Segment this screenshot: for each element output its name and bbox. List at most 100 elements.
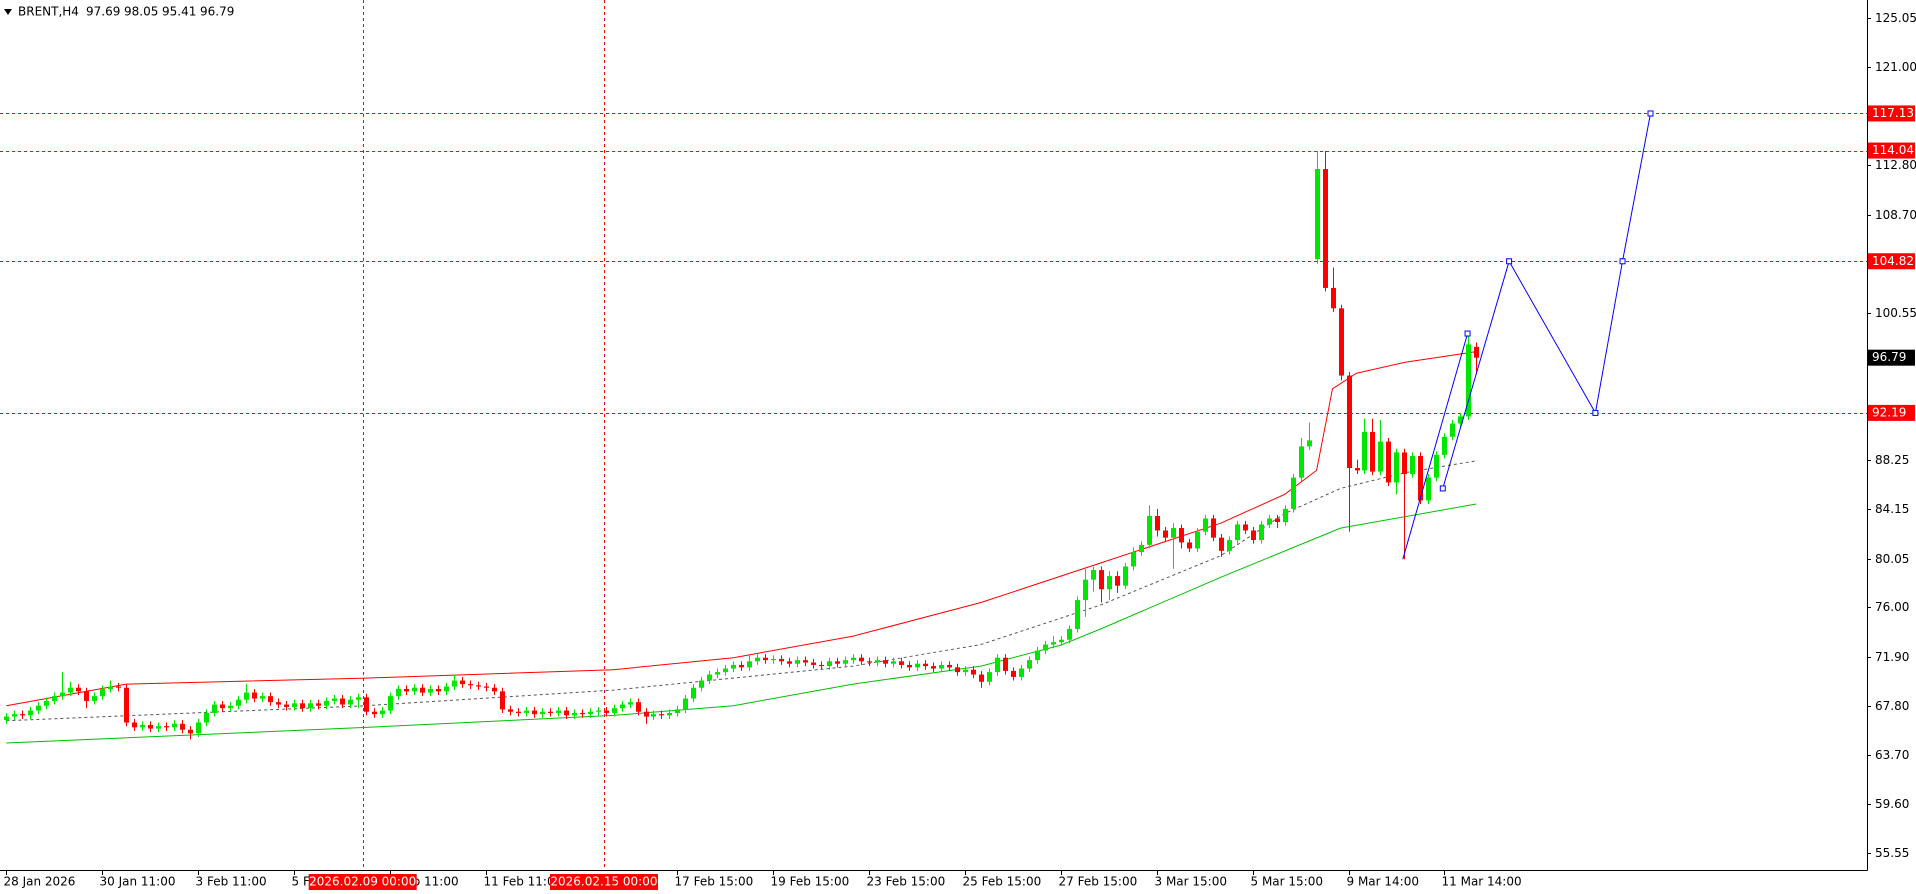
candle-body [939,664,944,669]
candle-body [1011,670,1016,677]
low-value: 95.41 [162,5,196,19]
level-label: 114.04 [1872,143,1914,157]
candle-body [268,696,273,703]
close-value: 96.79 [200,5,234,19]
candle-body [644,711,649,717]
candle-body [588,711,593,715]
candle-body [1243,524,1248,531]
candle-body [4,716,9,721]
candle-body [1291,477,1296,509]
candle-body [1027,660,1032,669]
candle-body [132,722,137,728]
candle-body [372,711,377,715]
candle-body [1019,668,1024,677]
high-value: 98.05 [124,5,158,19]
y-tick-label: 63.70 [1875,748,1909,762]
candle-body [156,726,161,729]
x-tick-label: 3 Mar 15:00 [1155,875,1228,889]
candle-body [1259,524,1264,541]
candle-body [276,702,281,705]
candle-body [148,724,153,729]
candle-body [923,663,928,667]
level-label-box [1868,253,1915,270]
candle-body [1474,346,1479,358]
candle-body [891,661,896,664]
x-tick-label: 11 Mar 14:00 [1442,875,1522,889]
candle-body [1203,518,1208,532]
header: BRENT,H4 97.69 98.05 95.41 96.79 [4,5,234,19]
candle-body [1426,477,1431,501]
candle-body [1131,552,1136,567]
candle-body [1171,528,1176,538]
candle-body [1147,516,1152,545]
candle-body [779,658,784,662]
candle-body [1442,436,1447,455]
candle-body [52,696,57,701]
y-tick-label: 55.55 [1875,846,1909,860]
candle-body [508,709,513,712]
candle-body [444,686,449,692]
candle-body [1466,344,1471,417]
candle-body [851,657,856,661]
y-tick-label: 88.25 [1875,453,1909,467]
candle-body [1107,576,1112,590]
candle-body [947,664,952,668]
y-tick-label: 59.60 [1875,797,1909,811]
candle-body [1450,423,1455,437]
candle-body [931,666,936,669]
candle-body [675,709,680,713]
candle-body [1035,650,1040,661]
vertical-line-label-box [308,874,417,890]
candle-body [1099,570,1104,590]
candle-body [1115,576,1120,586]
candle-body [955,667,960,673]
candle-body [659,714,664,716]
candle-body [1347,375,1352,469]
x-tick-label: 25 Feb 15:00 [963,875,1042,889]
candle-body [116,686,121,688]
candle-body [92,696,97,701]
candle-body [396,688,401,697]
symbol: BRENT,H4 [18,5,79,19]
candle-body [683,698,688,710]
candle-body [1307,440,1312,447]
candle-body [1163,530,1168,538]
candle-body [356,697,361,700]
candle-body [1059,639,1064,643]
candle-body [811,662,816,665]
candle-body [907,664,912,668]
candle-body [731,664,736,669]
candle-body [220,704,225,709]
candle-body [1323,169,1328,288]
candle-body [260,696,265,699]
candle-body [1283,508,1288,523]
indicator-line [6,503,1477,744]
candle-body [316,703,321,706]
candle-body [436,688,441,692]
candle-body [76,687,81,692]
candle-body [36,705,41,711]
candle-body [580,712,585,715]
candle-body [1434,454,1439,478]
candle-body [795,660,800,664]
candle-body [1370,431,1375,472]
candle-body [827,661,832,667]
candle-body [12,714,17,717]
candle-body [1402,452,1407,475]
candle-body [875,660,880,663]
candle-body [188,729,193,734]
drawing-point [1619,258,1626,265]
vertical-line-label: 2026.02.15 00:00 [550,875,657,889]
candle-body [380,710,385,715]
candle-body [1091,570,1096,580]
y-tick-label: 100.55 [1875,306,1916,320]
candle-body [636,702,641,712]
candle-body [484,686,489,688]
candle-body [212,704,217,713]
candle-body [1083,579,1088,601]
y-tick-label: 71.90 [1875,650,1909,664]
y-tick-label: 67.80 [1875,699,1909,713]
x-tick-label: 19 Feb 15:00 [771,875,850,889]
candle-body [124,687,129,723]
candle-body [228,705,233,709]
